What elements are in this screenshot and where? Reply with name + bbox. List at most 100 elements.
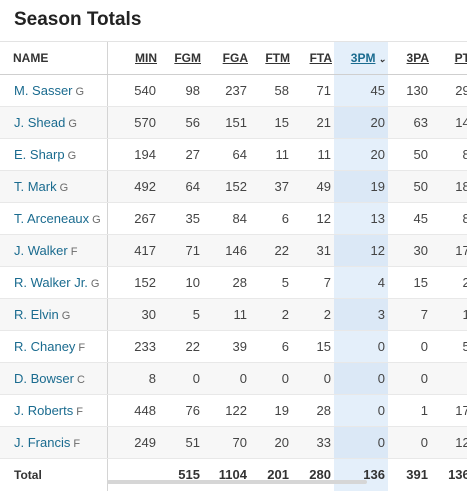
stat-cell: 122: [203, 394, 250, 427]
player-name-link[interactable]: R. Walker Jr.: [14, 274, 88, 290]
total-cell: [107, 457, 159, 491]
stat-cell: 58: [250, 74, 292, 107]
column-header-pts[interactable]: PTS: [431, 42, 467, 75]
stat-cell: 4: [334, 266, 388, 299]
player-position: G: [61, 309, 71, 322]
horizontal-scrollbar[interactable]: [107, 480, 367, 484]
player-name-link[interactable]: J. Walker: [14, 242, 68, 258]
stat-cell: 0: [388, 362, 431, 395]
player-position: G: [68, 117, 77, 130]
stat-cell: 122: [431, 426, 467, 459]
column-header-fta[interactable]: FTA: [292, 42, 334, 75]
stat-cell: 71: [159, 234, 203, 267]
player-name-link[interactable]: J. Roberts: [14, 402, 74, 418]
total-cell: 136: [334, 457, 388, 491]
stat-cell: 0: [334, 426, 388, 459]
stat-cell: 15: [250, 106, 292, 139]
player-cell: J. Roberts F: [0, 394, 108, 427]
stat-cell: 267: [107, 202, 159, 235]
stat-cell: 2: [250, 298, 292, 331]
total-cell: 280: [292, 457, 334, 491]
player-name-link[interactable]: T. Arceneaux: [14, 210, 90, 226]
player-name-link[interactable]: J. Shead: [14, 114, 66, 130]
stat-cell: 11: [292, 138, 334, 171]
stat-cell: 50: [431, 330, 467, 363]
stat-cell: 15: [388, 266, 431, 299]
stat-cell: 70: [203, 426, 250, 459]
player-name-link[interactable]: J. Francis: [14, 434, 71, 450]
column-header-fgm[interactable]: FGM: [159, 42, 203, 75]
stat-cell: 194: [107, 138, 159, 171]
total-cell: 1104: [203, 457, 250, 491]
stat-cell: 33: [292, 426, 334, 459]
player-name-link[interactable]: M. Sasser: [14, 82, 73, 98]
stat-cell: 12: [334, 234, 388, 267]
stat-cell: 3: [334, 298, 388, 331]
stat-cell: 89: [431, 202, 467, 235]
stat-cell: 50: [388, 138, 431, 171]
table-row: J. SheadG5705615115212063147: [0, 106, 467, 139]
total-cell: 1367: [431, 457, 467, 491]
column-header-ftm[interactable]: FTM: [250, 42, 292, 75]
table-row: R. ElvinG30511223715: [0, 298, 467, 331]
stat-cell: 20: [250, 426, 292, 459]
stat-cell: 130: [388, 74, 431, 107]
player-name-link[interactable]: D. Bowser: [14, 370, 74, 386]
player-position: F: [70, 245, 78, 258]
player-position: F: [78, 341, 86, 354]
player-position: F: [73, 437, 81, 450]
stat-cell: 56: [159, 106, 203, 139]
stat-cell: 11: [203, 298, 250, 331]
stat-cell: 64: [203, 138, 250, 171]
stat-cell: 28: [292, 394, 334, 427]
chevron-down-icon: ⌄: [378, 53, 386, 64]
stat-cell: 8: [107, 362, 159, 395]
stat-cell: 84: [203, 202, 250, 235]
player-name-link[interactable]: R. Elvin: [14, 306, 59, 322]
stat-cell: 19: [250, 394, 292, 427]
column-header-name[interactable]: NAME: [0, 42, 108, 75]
player-position: G: [92, 213, 101, 226]
player-name-link[interactable]: T. Mark: [14, 178, 57, 194]
table-row: E. SharpG19427641111205085: [0, 138, 467, 171]
stat-cell: 22: [159, 330, 203, 363]
total-cell: 391: [388, 457, 431, 491]
stat-cell: 20: [334, 106, 388, 139]
stat-cell: 64: [159, 170, 203, 203]
player-position: G: [90, 277, 100, 290]
stat-cell: 147: [431, 106, 467, 139]
stat-cell: 152: [107, 266, 159, 299]
player-cell: E. Sharp G: [0, 138, 108, 171]
player-position: F: [76, 405, 83, 418]
player-cell: J. Walker F: [0, 234, 108, 267]
column-header-3pa[interactable]: 3PA: [388, 42, 431, 75]
stat-cell: 76: [159, 394, 203, 427]
stat-cell: 22: [250, 234, 292, 267]
stat-cell: 299: [431, 74, 467, 107]
stat-cell: 85: [431, 138, 467, 171]
table-row: J. RobertsF44876122192801171: [0, 394, 467, 427]
player-cell: M. Sasser G: [0, 74, 108, 107]
stat-cell: 50: [388, 170, 431, 203]
stat-cell: 0: [334, 362, 388, 395]
stat-cell: 6: [250, 202, 292, 235]
column-header-3pm[interactable]: 3PM ⌄: [334, 42, 388, 75]
column-header-fga[interactable]: FGA: [203, 42, 250, 75]
table-row: R. ChaneyF23322396150050: [0, 330, 467, 363]
stat-cell: 0: [431, 362, 467, 395]
player-position: C: [76, 373, 85, 386]
stat-cell: 146: [203, 234, 250, 267]
stat-cell: 1: [388, 394, 431, 427]
stat-cell: 492: [107, 170, 159, 203]
player-name-link[interactable]: E. Sharp: [14, 146, 65, 162]
player-cell: R. Elvin G: [0, 298, 108, 331]
stat-cell: 45: [388, 202, 431, 235]
stat-cell: 37: [250, 170, 292, 203]
stat-cell: 11: [250, 138, 292, 171]
column-header-min[interactable]: MIN: [107, 42, 159, 75]
total-label: Total: [0, 457, 108, 491]
player-name-link[interactable]: R. Chaney: [14, 338, 76, 354]
season-totals-table: NAME MIN FGM FGA FTM FTA 3PM⌄ 3PA PTS M.…: [0, 41, 467, 501]
table-row: T. MarkG4926415237491950184: [0, 170, 467, 203]
player-cell: R. Walker Jr. G: [0, 266, 108, 299]
